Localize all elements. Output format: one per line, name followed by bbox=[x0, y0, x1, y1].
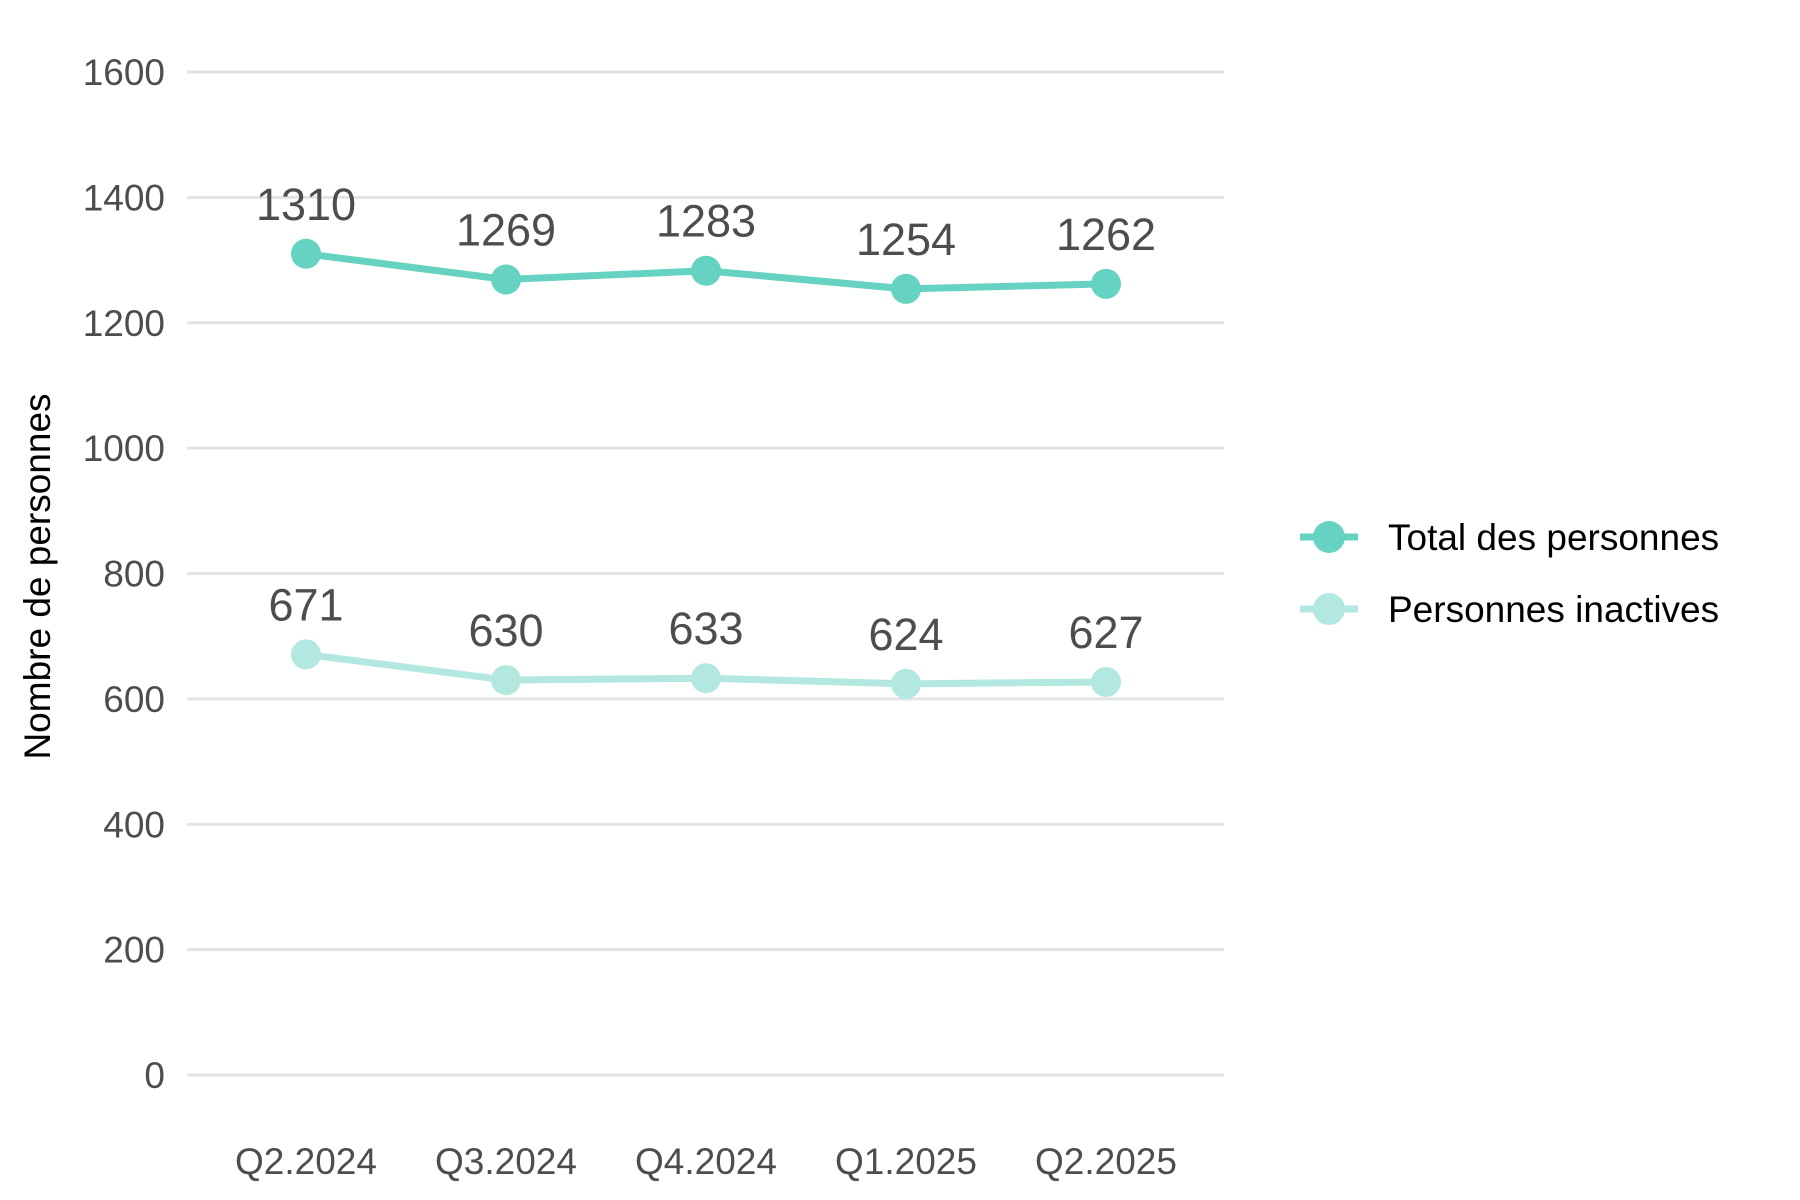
legend-swatch-marker bbox=[1313, 521, 1345, 553]
x-axis-ticks: Q2.2024 Q3.2024 Q4.2024 Q1.2025 Q2.2025 bbox=[235, 1141, 1177, 1182]
data-label: 1310 bbox=[256, 179, 356, 230]
y-tick-label: 800 bbox=[103, 554, 165, 595]
data-label: 1283 bbox=[656, 196, 756, 247]
data-point bbox=[491, 665, 521, 696]
data-point bbox=[691, 255, 721, 286]
data-label: 633 bbox=[668, 603, 743, 654]
gridlines bbox=[187, 70, 1224, 1077]
y-axis-title: Nombre de personnes bbox=[17, 393, 58, 759]
y-tick-label: 0 bbox=[144, 1055, 165, 1096]
data-label: 1254 bbox=[856, 214, 956, 265]
data-point bbox=[291, 639, 321, 670]
series-group: 1310 1269 1283 1254 1262 bbox=[256, 179, 1156, 304]
legend: Total des personnes Personnes inactives bbox=[1300, 517, 1719, 630]
data-point bbox=[491, 264, 521, 295]
x-tick-label: Q4.2024 bbox=[635, 1141, 777, 1182]
data-label: 627 bbox=[1068, 607, 1143, 658]
data-point bbox=[291, 238, 321, 269]
data-label: 1269 bbox=[456, 204, 556, 255]
y-tick-label: 1200 bbox=[83, 303, 165, 344]
y-tick-label: 200 bbox=[103, 930, 165, 971]
legend-label: Total des personnes bbox=[1388, 517, 1719, 558]
y-tick-label: 1400 bbox=[83, 177, 165, 218]
series: 671 630 633 624 627 1310 1269 1283 1254 1262 bbox=[256, 179, 1156, 699]
legend-item: Total des personnes bbox=[1300, 517, 1719, 558]
legend-item: Personnes inactives bbox=[1300, 589, 1719, 630]
y-tick-label: 600 bbox=[103, 679, 165, 720]
data-point bbox=[891, 668, 921, 699]
data-point bbox=[891, 273, 921, 304]
y-tick-label: 400 bbox=[103, 804, 165, 845]
y-axis-ticks: 0 200 400 600 800 1000 1200 1400 1600 bbox=[83, 52, 165, 1096]
data-label: 630 bbox=[468, 605, 543, 656]
data-point bbox=[691, 663, 721, 694]
data-label: 624 bbox=[868, 609, 943, 660]
data-point bbox=[1091, 268, 1121, 299]
x-tick-label: Q2.2024 bbox=[235, 1141, 377, 1182]
legend-swatch-marker bbox=[1313, 593, 1345, 625]
y-tick-label: 1600 bbox=[83, 52, 165, 93]
series-group: 671 630 633 624 627 bbox=[268, 579, 1144, 699]
x-tick-label: Q3.2024 bbox=[435, 1141, 577, 1182]
data-label: 1262 bbox=[1056, 209, 1156, 260]
data-point bbox=[1091, 666, 1121, 697]
data-label: 671 bbox=[268, 579, 343, 630]
legend-label: Personnes inactives bbox=[1388, 589, 1719, 630]
y-tick-label: 1000 bbox=[83, 428, 165, 469]
x-tick-label: Q1.2025 bbox=[835, 1141, 977, 1182]
x-tick-label: Q2.2025 bbox=[1035, 1141, 1177, 1182]
